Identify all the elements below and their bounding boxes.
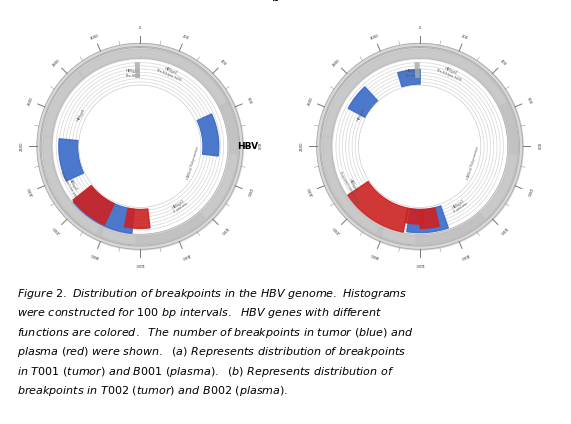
Text: 2800: 2800 [331, 58, 341, 67]
Text: HBVgp5: HBVgp5 [76, 108, 86, 122]
Text: 3000: 3000 [369, 33, 380, 41]
Text: 1800: 1800 [369, 252, 380, 259]
Text: 2400: 2400 [300, 142, 304, 151]
Text: 2200: 2200 [27, 186, 34, 197]
Text: HBVgp1
Precore/core protein: HBVgp1 Precore/core protein [338, 169, 364, 204]
Text: 200: 200 [181, 34, 189, 40]
Text: 3000: 3000 [90, 33, 100, 41]
Text: 2600: 2600 [27, 96, 34, 106]
Text: HBViral Polymerase: HBViral Polymerase [466, 145, 480, 180]
Text: HBV: HBV [238, 142, 259, 151]
Text: 800: 800 [256, 143, 260, 150]
Text: 2800: 2800 [51, 58, 61, 67]
Text: 1000: 1000 [525, 186, 532, 197]
Text: 2000: 2000 [331, 225, 341, 234]
Text: 800: 800 [536, 143, 540, 150]
Text: 200: 200 [461, 34, 469, 40]
Text: HBVgp5: HBVgp5 [356, 108, 366, 122]
Text: 2200: 2200 [307, 186, 314, 197]
Text: 1800: 1800 [90, 252, 100, 259]
Text: 400: 400 [499, 59, 507, 67]
Text: 0: 0 [419, 26, 421, 30]
Text: 1400: 1400 [460, 252, 470, 259]
Text: b: b [272, 0, 280, 4]
Text: 600: 600 [246, 97, 252, 105]
Text: HBVgp1
Precore/core protein: HBVgp1 Precore/core protein [58, 169, 84, 204]
Text: 2000: 2000 [51, 225, 61, 234]
Text: 2600: 2600 [307, 96, 314, 106]
Text: 400: 400 [219, 59, 227, 67]
Text: 1200: 1200 [219, 225, 228, 234]
Text: HBVgp2
Pre-S1/pre-S2/S: HBVgp2 Pre-S1/pre-S2/S [436, 64, 464, 82]
Text: HBVgp3
Pre-S0/S: HBVgp3 Pre-S0/S [405, 70, 420, 78]
Text: 1600: 1600 [415, 262, 424, 266]
Text: HBVgp3
X protein: HBVgp3 X protein [171, 198, 189, 214]
Text: HBVgp3
Pre-S0/S: HBVgp3 Pre-S0/S [126, 70, 140, 78]
Text: 2400: 2400 [20, 142, 24, 151]
Text: 1000: 1000 [246, 186, 252, 197]
Text: 1600: 1600 [135, 262, 144, 266]
Text: $\mathbf{\mathit{Figure\ 2.}}$$\mathit{\ Distribution\ of\ breakpoints\ in\ the\: $\mathbf{\mathit{Figure\ 2.}}$$\mathit{\… [17, 287, 413, 399]
Text: 600: 600 [525, 97, 532, 105]
Text: HBVgp2
Pre-S1/pre-S2/S: HBVgp2 Pre-S1/pre-S2/S [156, 64, 184, 82]
Text: 1400: 1400 [180, 252, 190, 259]
Text: HBVgp3
X protein: HBVgp3 X protein [451, 198, 469, 214]
Text: HBViral Polymerase: HBViral Polymerase [186, 145, 200, 180]
Text: 0: 0 [139, 26, 141, 30]
Text: 1200: 1200 [498, 225, 508, 234]
